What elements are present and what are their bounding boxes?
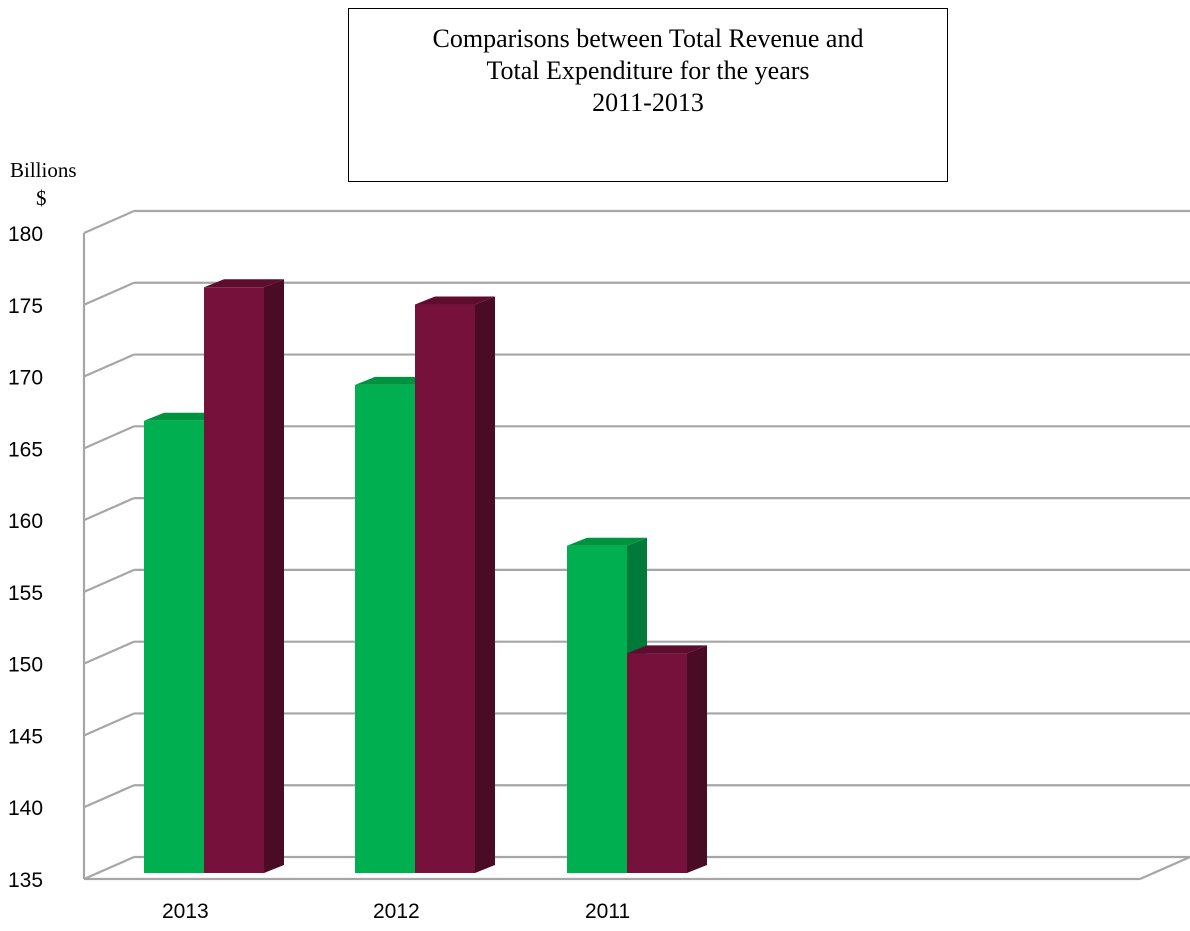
y-axis-label-line-2: $ [36, 186, 47, 210]
bar-2012-series-0 [355, 384, 415, 873]
bar-side-2013-series-1 [264, 279, 284, 873]
gridline-side [83, 568, 135, 593]
chart-title-line-3: 2011-2013 [592, 88, 704, 117]
bar-top-2011-series-1 [627, 645, 707, 654]
y-tick-label: 155 [8, 582, 43, 605]
y-axis-label-line-1: Billions [10, 158, 77, 182]
floor-right-edge [1139, 855, 1190, 881]
gridline-side [83, 640, 135, 665]
x-tick-label: 2012 [373, 900, 420, 923]
bar-top-2012-series-1 [415, 296, 495, 305]
bar-side-2012-series-1 [475, 296, 495, 873]
bar-top-2011-series-0 [567, 537, 647, 546]
y-tick-label: 175 [8, 295, 43, 318]
chart-title-line-1: Comparisons between Total Revenue and [432, 24, 864, 53]
gridline-side [83, 281, 135, 306]
chart-title-line-2: Total Expenditure for the years [486, 56, 810, 85]
y-tick-label: 140 [8, 797, 43, 820]
bar-2012-series-1 [415, 304, 475, 873]
y-tick-label: 165 [8, 438, 43, 461]
y-tick-label: 135 [8, 869, 43, 892]
gridline-side [83, 855, 135, 881]
gridline-side [83, 209, 135, 235]
chart-title-box: Comparisons between Total Revenue and To… [348, 8, 948, 182]
x-tick-label: 2013 [162, 900, 209, 923]
bar-side-2011-series-1 [687, 645, 707, 873]
gridline-side [83, 425, 135, 450]
gridline-side [83, 712, 135, 737]
bar-top-2013-series-1 [204, 279, 284, 288]
gridline-side [83, 353, 135, 378]
y-tick-label: 150 [8, 654, 43, 677]
bar-2013-series-1 [204, 287, 264, 873]
gridline-side [83, 784, 135, 809]
gridline-side [83, 497, 135, 522]
x-tick-label: 2011 [585, 900, 630, 923]
y-tick-label: 160 [8, 510, 43, 533]
y-tick-label: 145 [8, 725, 43, 748]
bar-2013-series-0 [144, 420, 204, 873]
bar-2011-series-1 [627, 653, 687, 873]
y-tick-label: 180 [8, 223, 43, 246]
bar-2011-series-0 [567, 545, 627, 873]
y-tick-label: 170 [8, 367, 43, 390]
